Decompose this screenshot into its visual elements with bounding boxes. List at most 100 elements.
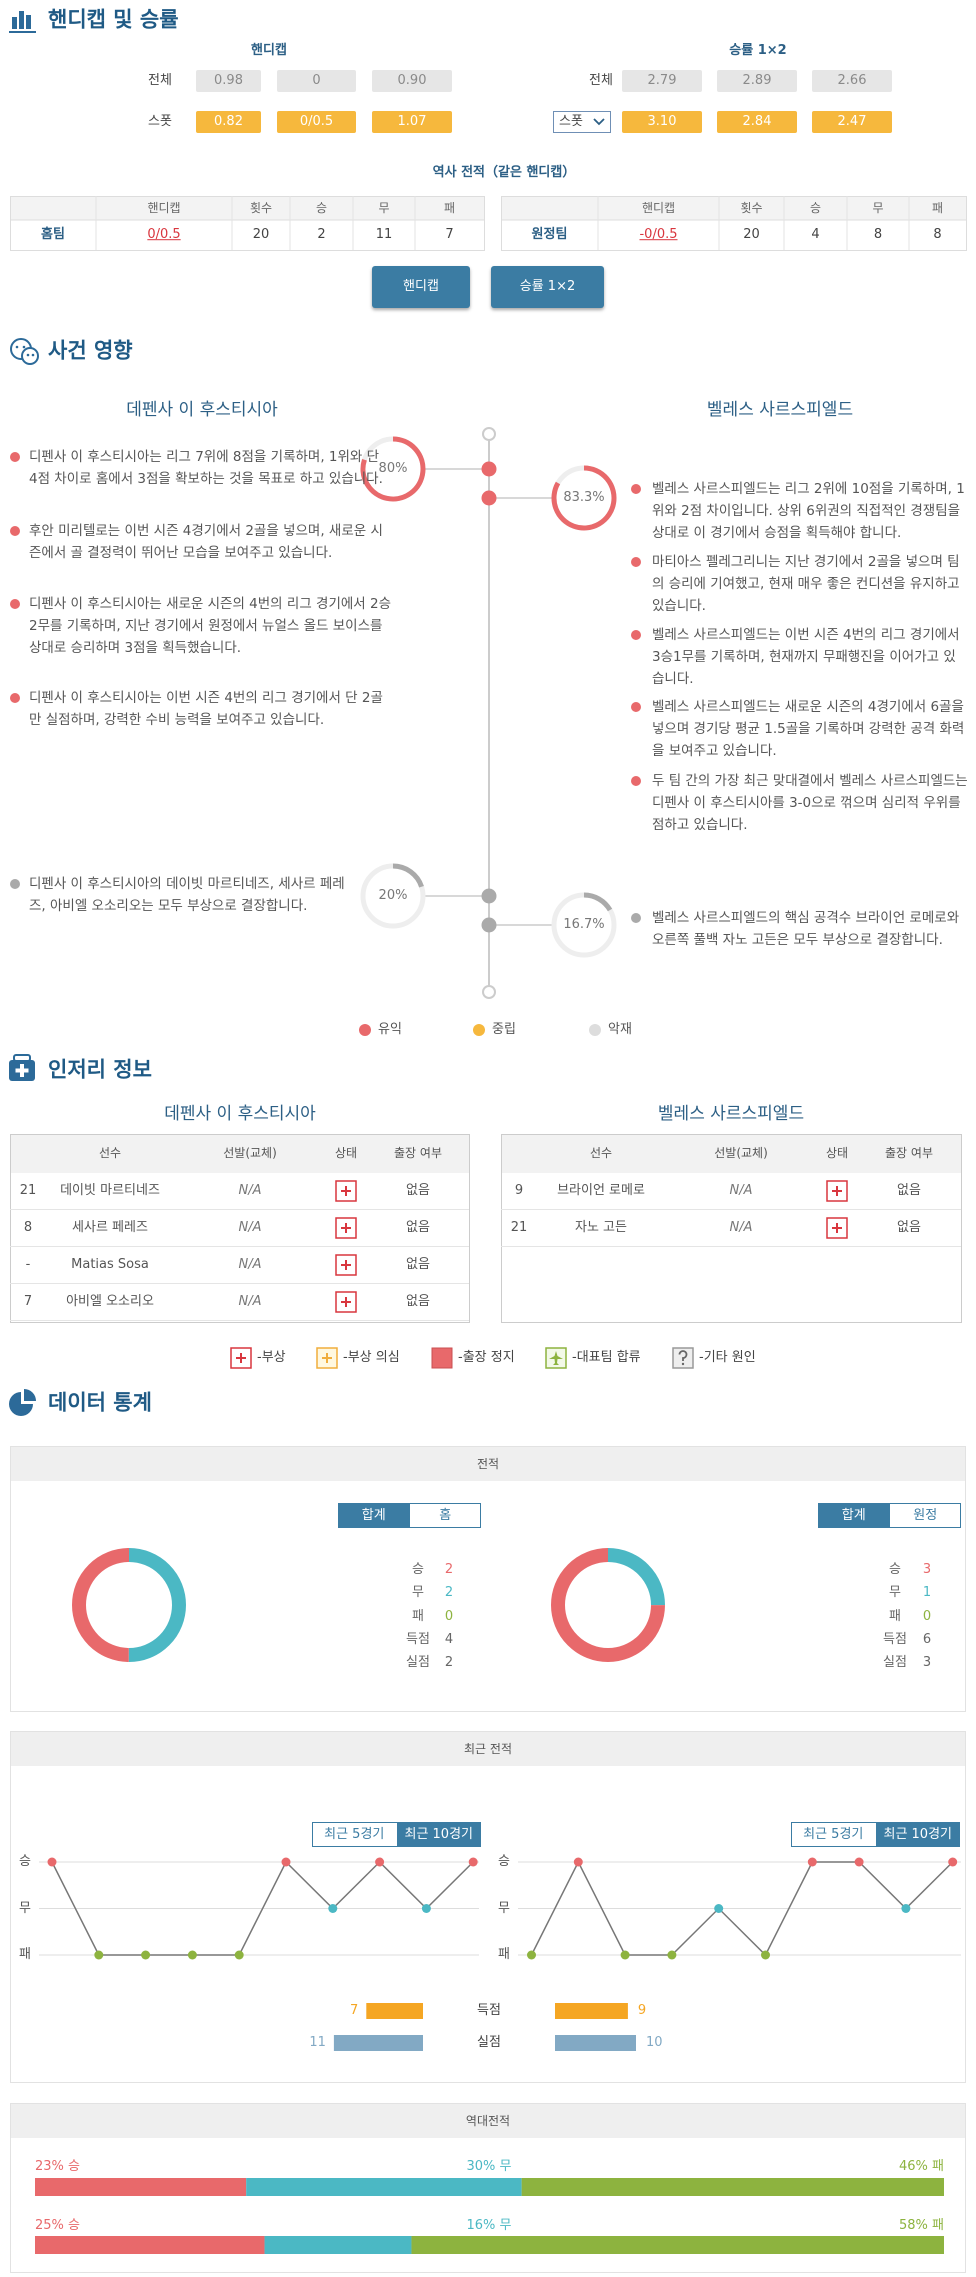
h2h-segment [35,2178,247,2196]
h2h-label: 30% 무 [466,2159,512,2175]
tab[interactable]: 홈 [439,1508,452,1523]
stat-value: 0 [922,1608,932,1624]
odds-cell: 0.90 [372,70,452,92]
table-cell: Matias Sosa [71,1257,149,1273]
table-header: 핸디캡 [147,200,181,215]
tab[interactable]: 최근 10경기 [875,1822,960,1847]
bullet [631,630,641,640]
h2h-label: 25% 승 [35,2218,80,2234]
table-header: 승 [315,200,328,215]
section-title: 핸디캡 및 승률 [48,7,179,32]
gauge-arc [392,863,424,888]
section-title: 인저리 정보 [48,1057,152,1082]
table-cell: 없음 [406,1294,430,1310]
bullet [10,879,20,889]
select[interactable]: 스폿 [553,111,611,133]
table-cell: 홈팀 [41,227,65,243]
stat-label: 득점 [883,1632,907,1648]
table-cell: 9 [514,1183,524,1199]
table-cell: 8 [23,1220,33,1236]
icon [22,345,26,349]
form-point [761,1950,770,1960]
table-cell: 8 [873,227,883,243]
bar-value: 11 [309,2035,326,2051]
button[interactable]: 승률 1×2 [491,266,604,308]
impact-text: 디펜사 이 후스티시아는 리그 7위에 8점을 기록하며, 1위와 단 4점 차… [29,449,383,487]
impact-text: 벨레스 사르스피엘드는 이번 시즌 4번의 리그 경기에서 3승1무를 기록하며… [652,627,960,687]
h2h-segment [35,2236,265,2254]
table-cell: 21 [510,1220,528,1236]
legend-icon [230,1347,252,1369]
bar-label: 실점 [477,2035,501,2051]
h2h-label: 46% 패 [899,2159,944,2175]
y-tick-label: 승 [498,1854,510,1870]
impact-text: 벨레스 사르스피엘드는 새로운 시즌의 4경기에서 6골을 넣으며 경기당 평균… [652,699,965,759]
table-cell: 데이빗 마르티네즈 [60,1183,160,1199]
bullet [10,452,20,462]
bullet [631,776,641,786]
table-header: 상태 [825,1145,849,1160]
impact-text: 디펜사 이 후스티시아의 데이빗 마르티네즈, 세사르 페레즈, 아비엘 오소리… [29,876,345,914]
timeline-dot [481,490,497,506]
icon [15,345,19,349]
odds-cell: 1.07 [372,111,452,133]
row-label: 전체 [589,73,613,89]
legend-icon [681,1362,685,1366]
icon [9,1392,33,1416]
table-cell: 0/0.5 [147,227,181,243]
button[interactable]: 핸디캡 [372,266,470,308]
tab[interactable]: 원정 [913,1508,938,1523]
table-header: 무 [378,200,390,215]
table-header: 횟수 [249,200,273,215]
h2h-label: 58% 패 [899,2218,944,2234]
table-header: 선발(교체) [714,1145,768,1160]
form-point [620,1950,630,1960]
table-header-bg [10,196,484,220]
stat-label: 실점 [883,1655,907,1671]
table-cell: 아비엘 오소리오 [66,1294,154,1310]
tab[interactable]: 최근 5경기 [803,1827,864,1842]
tab[interactable]: 합계 [818,1503,890,1528]
odds-cell: 2.89 [717,70,797,92]
table-cell: 없음 [406,1220,430,1236]
icon [26,15,31,29]
table-header: 핸디캡 [641,200,676,215]
tab[interactable]: 최근 10경기 [396,1822,481,1847]
legend-icon [545,1347,567,1369]
stat-value: 3 [922,1655,932,1671]
h2h-label: 23% 승 [35,2159,80,2175]
group-title: 핸디캡 [251,43,287,59]
form-point [234,1950,244,1960]
stat-value: 1 [922,1585,932,1601]
stat-value: 2 [444,1585,454,1601]
table-cell: N/A [238,1294,262,1310]
gauge-arc [583,892,613,912]
timeline-dot [481,917,497,933]
odds-cell: 0.98 [196,70,261,92]
table-cell: N/A [238,1257,262,1273]
y-tick-label: 무 [19,1900,31,1916]
legend-icon [431,1347,453,1369]
table-header: 출장 여부 [885,1145,933,1160]
tab[interactable]: 최근 5경기 [324,1827,385,1842]
odds-cell: 0.82 [196,111,261,133]
icon [19,11,24,29]
donut-segment [551,1548,665,1662]
icon [12,17,17,29]
stat-label: 승 [412,1562,424,1578]
tab[interactable]: 합계 [338,1503,410,1528]
table-cell: N/A [238,1220,262,1236]
panel-title: 역대전적 [465,2113,511,2128]
legend-label: 중립 [492,1022,516,1038]
status-icon [826,1180,848,1202]
form-point [901,1904,911,1913]
table-cell: 2 [317,227,326,243]
status-icon [335,1217,357,1239]
table-header: 선수 [589,1145,613,1160]
h2h-label: 16% 무 [466,2218,512,2234]
team-name: 벨레스 사르스피엘드 [706,399,854,420]
donut-segment [551,1548,665,1662]
timeline-dot [481,461,497,477]
table-cell: 없음 [897,1183,921,1199]
row-label: 전체 [148,73,172,89]
